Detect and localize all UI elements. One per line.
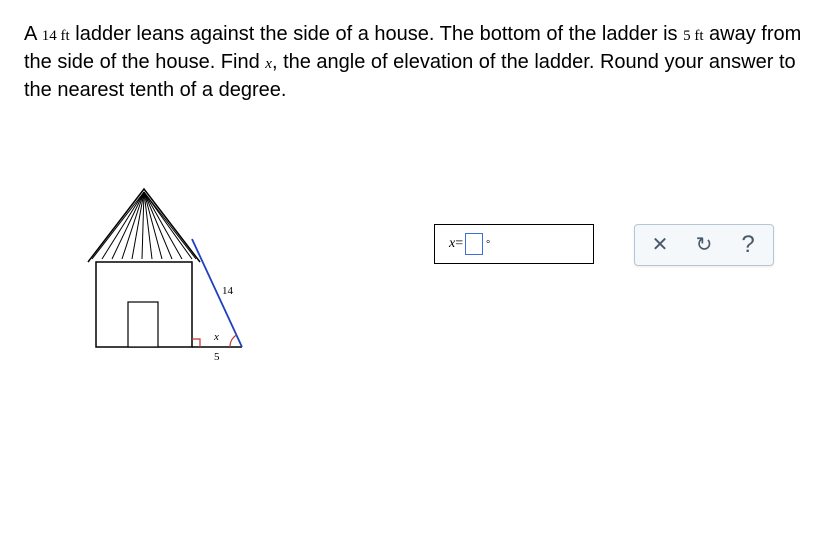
base-length: 5 ft [683,28,703,44]
angle-label: x [213,331,219,343]
answer-equals: = [455,236,463,252]
ladder-length: 14 ft [42,28,70,44]
answer-input[interactable] [465,233,483,255]
content-row: 14 x 5 x = ° ✕ ↻ ? [24,184,804,389]
degree-symbol: ° [486,239,490,250]
problem-statement: A 14 ft ladder leans against the side of… [24,20,804,104]
control-panel: ✕ ↻ ? [634,224,774,266]
base-label: 5 [214,351,220,363]
text-part: A [24,23,42,45]
answer-box: x = ° [434,224,594,264]
reset-icon[interactable]: ↻ [693,235,715,255]
text-part: ladder leans against the side of a house… [70,23,683,45]
ladder-label: 14 [222,285,234,297]
close-icon[interactable]: ✕ [649,235,671,255]
help-icon[interactable]: ? [737,233,759,257]
diagram: 14 x 5 [74,184,374,389]
answer-area: x = ° ✕ ↻ ? [434,224,774,266]
variable-x: x [265,56,272,72]
